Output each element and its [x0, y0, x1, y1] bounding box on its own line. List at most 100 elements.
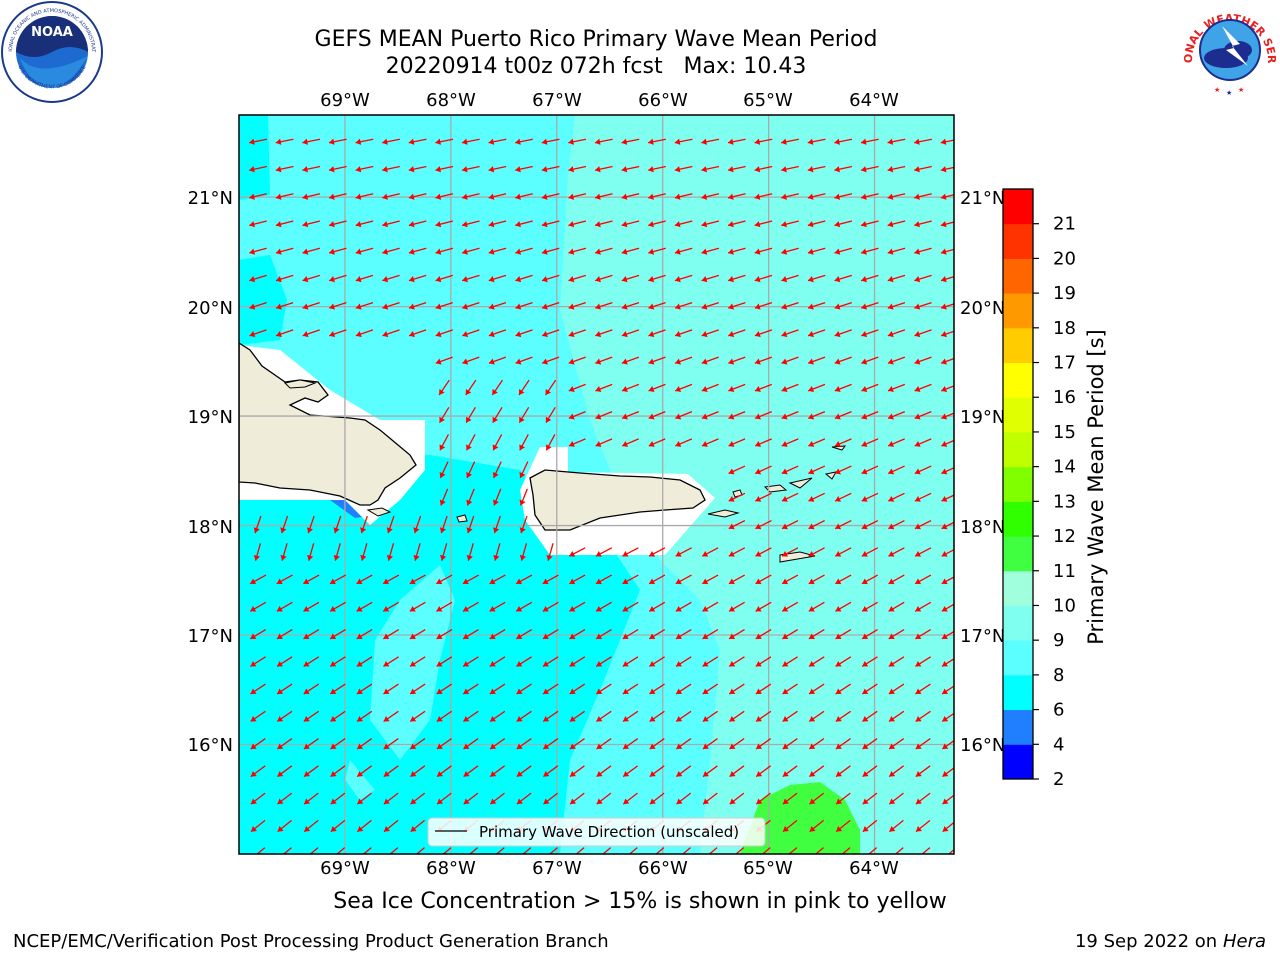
wave-arrow — [808, 710, 825, 723]
wave-arrow — [648, 601, 666, 612]
wave-arrow — [754, 465, 772, 475]
wave-arrow — [887, 356, 906, 365]
wave-arrow — [303, 738, 319, 750]
wave-arrow — [887, 138, 906, 145]
wave-arrow — [649, 765, 665, 778]
wave-arrow — [515, 274, 533, 283]
wave-arrow — [888, 519, 905, 530]
wave-arrow — [275, 220, 294, 228]
wave-arrow — [436, 792, 452, 805]
colorbar: 2 4 6 8 9 10 11 12 13 14 15 16 17 18 19 20 21 — [1002, 188, 1076, 790]
wave-arrow — [755, 574, 772, 585]
wave-arrow — [834, 547, 852, 557]
wave-arrow — [569, 601, 586, 612]
wave-arrow — [807, 383, 826, 393]
colorbar-segment — [1003, 674, 1033, 711]
wave-arrow — [382, 138, 400, 145]
wave-arrow — [835, 656, 852, 667]
wave-arrow — [594, 165, 613, 173]
wave-arrow — [888, 656, 905, 667]
wave-arrow — [621, 356, 640, 365]
wave-arrow — [861, 492, 879, 502]
wave-arrow — [435, 329, 453, 338]
wave-arrow — [808, 765, 825, 778]
wave-arrow — [781, 329, 799, 338]
colorbar-segment — [1003, 640, 1033, 676]
wave-arrow — [493, 515, 501, 534]
wave-arrow — [674, 329, 693, 338]
wave-arrow — [941, 548, 954, 557]
colorbar-tick-label: 2 — [1053, 769, 1064, 790]
wave-arrow — [410, 792, 426, 805]
wave-arrow — [515, 302, 533, 310]
wave-arrow — [545, 379, 557, 396]
lon-label: 64°W — [849, 858, 899, 879]
wave-arrow — [249, 193, 267, 200]
wave-arrow — [702, 574, 719, 585]
wave-arrow — [674, 138, 693, 145]
footer-host: Hera — [1222, 931, 1266, 952]
wave-arrow — [887, 383, 906, 393]
wave-arrow — [728, 465, 746, 475]
wave-arrow — [621, 274, 640, 283]
wave-arrow — [333, 515, 342, 534]
wave-arrow — [807, 165, 826, 173]
wave-arrow — [834, 138, 853, 145]
wave-arrow — [516, 738, 532, 750]
wave-arrow — [782, 792, 798, 805]
wave-arrow — [515, 247, 533, 255]
wave-arrow — [249, 574, 267, 585]
wave-arrow — [649, 656, 665, 667]
wave-arrow — [728, 356, 746, 365]
wave-arrow — [888, 547, 905, 557]
wave-arrow — [622, 656, 639, 667]
wave-arrow — [674, 274, 693, 283]
wave-arrow — [275, 193, 294, 200]
wave-arrow — [542, 683, 559, 695]
wave-arrow — [702, 628, 719, 640]
wave-arrow — [914, 274, 932, 283]
wave-arrow — [409, 628, 426, 640]
wave-arrow — [542, 574, 559, 585]
period-field-nw-strip — [239, 115, 270, 200]
wave-arrow — [861, 356, 879, 365]
wave-arrow — [542, 656, 559, 667]
colorbar-tick-label: 8 — [1053, 665, 1064, 686]
wave-arrow — [861, 519, 879, 530]
wave-arrow — [701, 302, 719, 310]
wave-arrow — [595, 601, 612, 612]
wave-arrow — [275, 274, 294, 283]
wave-arrow — [413, 543, 421, 561]
wave-arrow — [701, 247, 720, 255]
wave-arrow — [888, 738, 905, 750]
wave-arrow — [409, 656, 426, 667]
colorbar-tick-label: 6 — [1053, 700, 1064, 721]
wave-arrow — [491, 379, 503, 396]
lat-label: 20°N — [188, 298, 233, 319]
wave-arrow — [596, 738, 612, 750]
wave-arrow — [329, 329, 347, 338]
wave-arrow — [465, 434, 476, 451]
wave-arrow — [834, 438, 852, 447]
wave-arrow — [330, 710, 346, 723]
wave-arrow — [329, 574, 346, 585]
wave-arrow — [545, 434, 556, 451]
wave-arrow — [728, 438, 746, 447]
footer-date-text: 19 Sep 2022 on — [1074, 931, 1218, 952]
wave-arrow — [408, 274, 427, 283]
wave-arrow — [675, 411, 693, 420]
wave-arrow — [541, 274, 560, 283]
wave-arrow — [834, 492, 852, 502]
wave-arrow — [436, 738, 452, 750]
wave-arrow — [383, 710, 399, 723]
wave-arrow — [303, 656, 320, 667]
sea-ice-note: Sea Ice Concentration > 15% is shown in … — [333, 889, 947, 914]
wave-arrow — [435, 247, 454, 255]
svg-text:★: ★ — [1226, 89, 1232, 97]
wave-arrow — [914, 220, 932, 228]
wave-arrow — [835, 628, 852, 640]
wave-arrow — [940, 138, 954, 145]
wave-arrow — [622, 738, 639, 750]
colorbar-segment — [1003, 223, 1033, 259]
wave-arrow — [541, 138, 560, 145]
